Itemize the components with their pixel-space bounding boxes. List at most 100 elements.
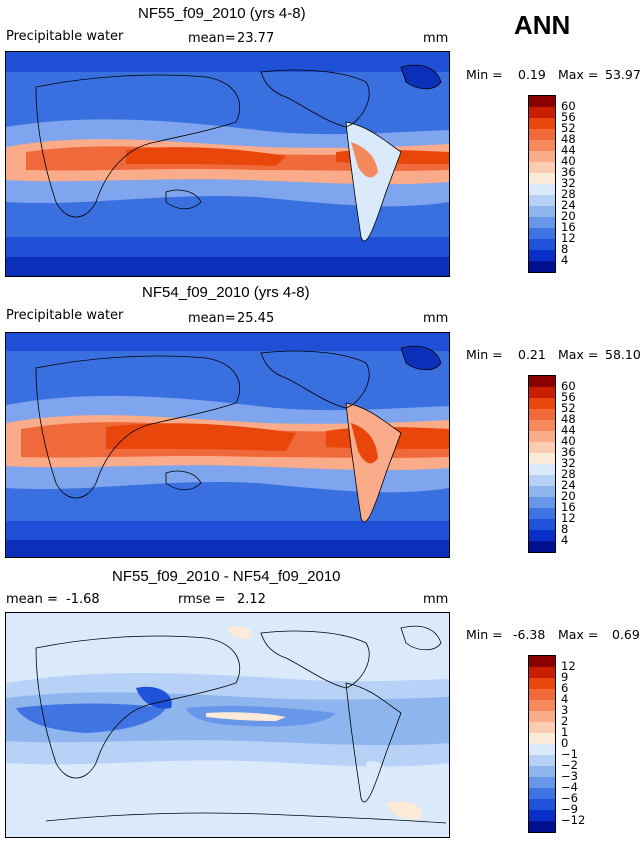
colorbar-tick-label: 8	[561, 522, 569, 536]
colorbar-swatch	[529, 453, 555, 464]
colorbar-swatch	[529, 184, 555, 195]
panel2-min-label: Min =	[466, 347, 503, 362]
colorbar-swatch	[529, 700, 555, 711]
panel3-colorbar-ticks: 12 9 6 4 3 2 1 0 −1 −2 −3 −4 −6 −9 −12	[561, 655, 601, 831]
panel2-max-value: 58.10	[605, 347, 641, 362]
colorbar-swatch	[529, 228, 555, 239]
panel1-map	[5, 51, 450, 277]
season-label: ANN	[514, 10, 571, 40]
colorbar-swatch	[529, 96, 555, 107]
colorbar-tick-label: 40	[561, 154, 576, 168]
panel1-min-label: Min =	[466, 67, 503, 82]
colorbar-swatch	[529, 250, 555, 261]
colorbar-swatch	[529, 239, 555, 250]
colorbar-swatch	[529, 722, 555, 733]
panel3-map-svg	[6, 613, 449, 837]
colorbar-tick-label: 24	[561, 478, 576, 492]
colorbar-tick-label: −4	[561, 780, 578, 794]
colorbar-tick-label: 32	[561, 456, 576, 470]
panel1-max-value: 53.97	[605, 67, 641, 82]
panel3-mean-label: mean =	[6, 592, 58, 607]
colorbar-tick-label: 2	[561, 714, 569, 728]
panel2-map	[5, 332, 450, 558]
colorbar-swatch	[529, 217, 555, 228]
colorbar-tick-label: −1	[561, 747, 578, 761]
colorbar-tick-label: 60	[561, 379, 576, 393]
colorbar-tick-label: −3	[561, 769, 578, 783]
colorbar-swatch	[529, 118, 555, 129]
colorbar-tick-label: 28	[561, 187, 576, 201]
panel3-units: mm	[423, 592, 449, 607]
panel3-colorbar	[528, 655, 556, 833]
panel1-colorbar	[528, 95, 556, 273]
colorbar-tick-label: 40	[561, 434, 576, 448]
colorbar-tick-label: 36	[561, 445, 576, 459]
colorbar-swatch	[529, 420, 555, 431]
colorbar-swatch	[529, 151, 555, 162]
colorbar-swatch	[529, 206, 555, 217]
panel3-title: NF55_f09_2010 - NF54_f09_2010	[112, 568, 341, 585]
colorbar-swatch	[529, 810, 555, 821]
panel1-min-value: 0.19	[518, 67, 546, 82]
panel1-title: NF55_f09_2010 (yrs 4-8)	[138, 5, 306, 22]
colorbar-tick-label: 56	[561, 110, 576, 124]
colorbar-tick-label: 16	[561, 220, 576, 234]
colorbar-swatch	[529, 129, 555, 140]
panel2-colorbar-ticks: 60 56 52 48 44 40 36 32 28 24 20 16 12 8 4	[561, 375, 601, 551]
colorbar-tick-label: 60	[561, 99, 576, 113]
panel2-mean-value: 25.45	[237, 311, 275, 326]
panel1-units: mm	[423, 31, 449, 46]
colorbar-swatch	[529, 530, 555, 541]
colorbar-swatch	[529, 711, 555, 722]
colorbar-tick-label: 9	[561, 670, 569, 684]
colorbar-swatch	[529, 398, 555, 409]
panel1-variable: Precipitable water	[6, 29, 124, 44]
colorbar-tick-label: 44	[561, 423, 576, 437]
colorbar-swatch	[529, 689, 555, 700]
panel2-mean-label: mean=	[188, 311, 236, 326]
panel2-title: NF54_f09_2010 (yrs 4-8)	[142, 284, 310, 301]
colorbar-tick-label: −2	[561, 758, 578, 772]
colorbar-swatch	[529, 173, 555, 184]
colorbar-swatch	[529, 497, 555, 508]
colorbar-tick-label: −9	[561, 802, 578, 816]
colorbar-swatch	[529, 667, 555, 678]
colorbar-tick-label: 4	[561, 533, 569, 547]
panel3-max-label: Max =	[558, 627, 599, 642]
colorbar-swatch	[529, 442, 555, 453]
colorbar-tick-label: 20	[561, 209, 576, 223]
colorbar-tick-label: 52	[561, 401, 576, 415]
panel3-rmse-value: 2.12	[237, 592, 266, 607]
panel1-map-svg	[6, 52, 449, 276]
colorbar-swatch	[529, 261, 555, 272]
colorbar-tick-label: −6	[561, 791, 578, 805]
colorbar-tick-label: 1	[561, 725, 569, 739]
panel2-variable: Precipitable water	[6, 308, 124, 323]
colorbar-tick-label: 3	[561, 703, 569, 717]
panel3-rmse-label: rmse =	[178, 592, 226, 607]
panel2-max-label: Max =	[558, 347, 599, 362]
panel3-max-value: 0.69	[612, 627, 640, 642]
colorbar-swatch	[529, 409, 555, 420]
colorbar-tick-label: 32	[561, 176, 576, 190]
colorbar-swatch	[529, 788, 555, 799]
colorbar-swatch	[529, 475, 555, 486]
colorbar-tick-label: −12	[561, 813, 586, 827]
colorbar-tick-label: 12	[561, 231, 576, 245]
panel1-mean-label: mean=	[188, 31, 236, 46]
panel2-units: mm	[423, 311, 449, 326]
colorbar-swatch	[529, 777, 555, 788]
colorbar-tick-label: 4	[561, 253, 569, 267]
colorbar-swatch	[529, 744, 555, 755]
colorbar-tick-label: 12	[561, 511, 576, 525]
colorbar-swatch	[529, 376, 555, 387]
colorbar-swatch	[529, 486, 555, 497]
panel3-mean-value: -1.68	[66, 592, 100, 607]
colorbar-swatch	[529, 541, 555, 552]
colorbar-tick-label: 6	[561, 681, 569, 695]
colorbar-tick-label: 12	[561, 659, 576, 673]
colorbar-tick-label: 16	[561, 500, 576, 514]
colorbar-swatch	[529, 140, 555, 151]
colorbar-tick-label: 0	[561, 736, 569, 750]
colorbar-tick-label: 24	[561, 198, 576, 212]
